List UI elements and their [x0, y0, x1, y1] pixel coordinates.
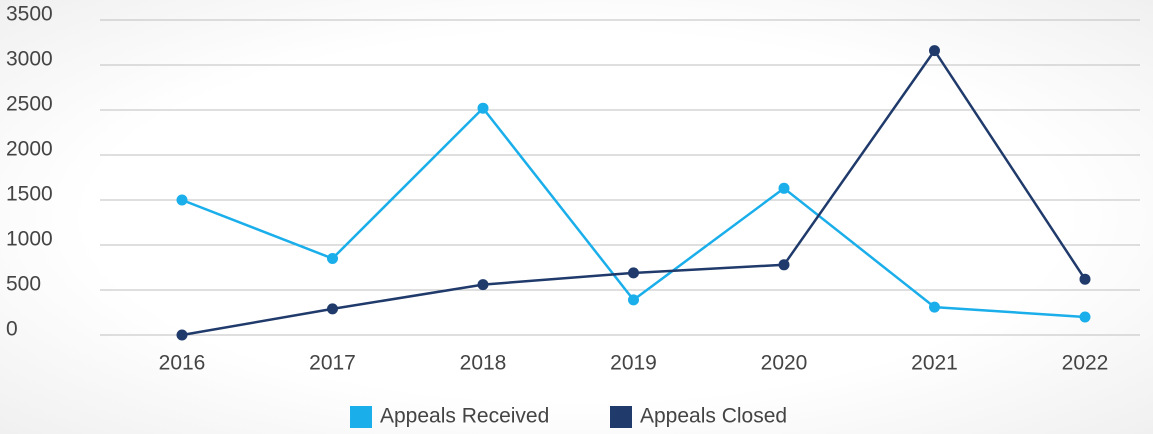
data-point: [176, 194, 188, 206]
y-tick-label: 1500: [6, 183, 53, 206]
data-point: [477, 102, 489, 114]
x-tick-label: 2021: [911, 352, 958, 375]
legend-label: Appeals Closed: [640, 405, 787, 428]
x-tick-label: 2022: [1062, 352, 1109, 375]
y-tick-label: 3000: [6, 48, 53, 71]
y-tick-label: 500: [6, 273, 41, 296]
legend-swatch: [610, 406, 632, 428]
data-point: [176, 329, 188, 341]
x-tick-label: 2018: [460, 352, 507, 375]
x-tick-label: 2019: [610, 352, 657, 375]
y-tick-label: 2500: [6, 93, 53, 116]
data-point: [778, 182, 790, 194]
data-point: [628, 267, 639, 279]
x-tick-label: 2016: [159, 352, 206, 375]
y-tick-label: 1000: [6, 228, 53, 251]
x-tick-label: 2020: [761, 352, 808, 375]
data-point: [778, 259, 790, 271]
data-point: [327, 253, 338, 264]
data-point: [1079, 311, 1091, 323]
data-point: [628, 294, 639, 306]
data-point: [327, 303, 338, 315]
y-tick-label: 3500: [6, 3, 53, 26]
series-line: [181, 48, 1087, 337]
legend-swatch: [350, 406, 372, 428]
data-point: [477, 279, 489, 291]
data-point: [1079, 273, 1091, 285]
data-point: [929, 301, 940, 313]
y-tick-label: 2000: [6, 138, 53, 161]
series-line: [181, 106, 1086, 319]
x-tick-label: 2017: [309, 352, 356, 375]
y-tick-label: 0: [6, 318, 18, 341]
legend-label: Appeals Received: [380, 405, 549, 428]
data-point: [929, 45, 940, 57]
